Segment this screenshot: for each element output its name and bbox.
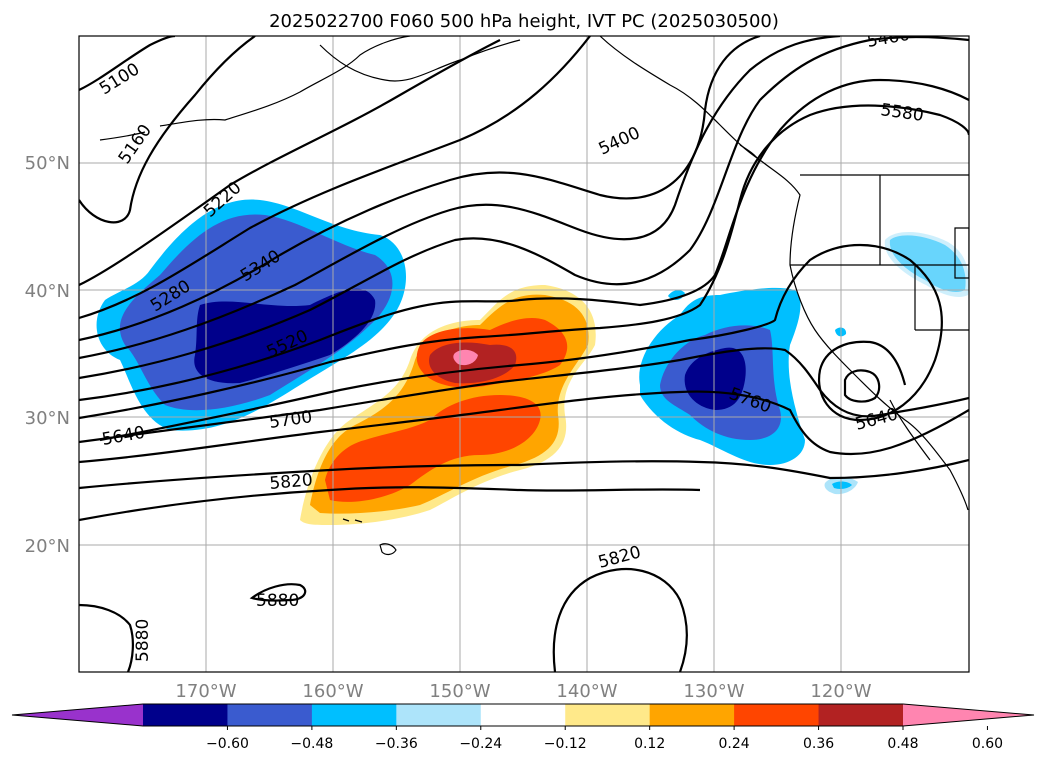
lon-label-170w: 170°W (175, 681, 236, 702)
colorbar-extend-high (903, 704, 1034, 726)
contour-label-5880: 5880 (256, 591, 299, 611)
contour-5820-south (552, 567, 688, 672)
lon-label-120w: 120°W (810, 681, 871, 702)
colorbar-tick-label: 0.24 (719, 736, 750, 752)
contour-5760 (79, 390, 969, 464)
colorbar-segment (311, 704, 397, 726)
contour-5580 (79, 104, 969, 420)
colorbar-segment (480, 704, 566, 726)
height-contours (79, 36, 969, 672)
contour-5400 (79, 36, 841, 360)
colorbar-segment (649, 704, 735, 726)
colorbar-segment (734, 704, 820, 726)
longitude-axis: 170°W 160°W 150°W 140°W 130°W 120°W (175, 681, 871, 702)
contour-5820 (79, 458, 969, 490)
contour-label-5880-corner: 5880 (133, 619, 153, 662)
colorbar-outline (11, 703, 1035, 727)
contour-5340 (79, 36, 761, 342)
contour-5880-corner (79, 603, 134, 672)
lat-label-50n: 50°N (25, 153, 70, 174)
lon-label-130w: 130°W (683, 681, 744, 702)
colorbar-segment (396, 704, 482, 726)
colorbar-segment (227, 704, 313, 726)
colorbar-tick-label: −0.36 (375, 736, 418, 752)
contour-label-5820: 5820 (269, 470, 314, 494)
contour-5160 (79, 36, 256, 224)
neg-anomaly-west-inner (194, 288, 376, 384)
lat-label-40n: 40°N (25, 281, 70, 302)
coastlines (99, 36, 969, 556)
lon-label-140w: 140°W (556, 681, 617, 702)
latitude-axis: 50°N 40°N 30°N 20°N (25, 153, 70, 557)
contour-low-inner (843, 369, 881, 403)
colorbar-tick-label: 0.48 (887, 736, 918, 752)
contour-5220 (79, 39, 501, 286)
colorbar-tick-label: 0.60 (972, 736, 1003, 752)
colorbar-tick-label: 0.12 (634, 736, 665, 752)
contour-5700 (79, 347, 969, 444)
colorbar: −0.60 −0.48 −0.36 −0.24 −0.12 0.12 0.24 0.36 0.4… (11, 703, 1035, 752)
lon-label-150w: 150°W (429, 681, 490, 702)
colorbar-tick-label: −0.12 (544, 736, 587, 752)
contour-5520 (79, 78, 969, 402)
lat-label-30n: 30°N (25, 408, 70, 429)
colorbar-extend-low (12, 704, 143, 726)
colorbar-segment (143, 704, 228, 726)
map-title: 2025022700 F060 500 hPa height, IVT PC (… (269, 11, 779, 32)
contour-5280 (79, 36, 591, 320)
map-frame (78, 35, 970, 673)
neg-anomaly-small-south-core (832, 481, 852, 489)
contour-5880 (79, 486, 701, 522)
contour-5100 (79, 36, 176, 91)
pos-anomaly-pink (453, 349, 478, 366)
contour-5640 (99, 244, 943, 442)
graticule (79, 36, 969, 672)
lat-label-20n: 20°N (25, 536, 70, 557)
colorbar-segment (565, 704, 651, 726)
colorbar-tick-label: 0.36 (803, 736, 834, 752)
contour-5460 (79, 36, 969, 380)
colorbar-tick-label: −0.24 (459, 736, 502, 752)
contour-5880-small (249, 583, 307, 602)
colorbar-segment (818, 704, 904, 726)
colorbar-tick-label: −0.60 (206, 736, 249, 752)
ivt-shading (96, 199, 969, 525)
lon-label-160w: 160°W (302, 681, 363, 702)
colorbar-tick-label: −0.48 (290, 736, 333, 752)
